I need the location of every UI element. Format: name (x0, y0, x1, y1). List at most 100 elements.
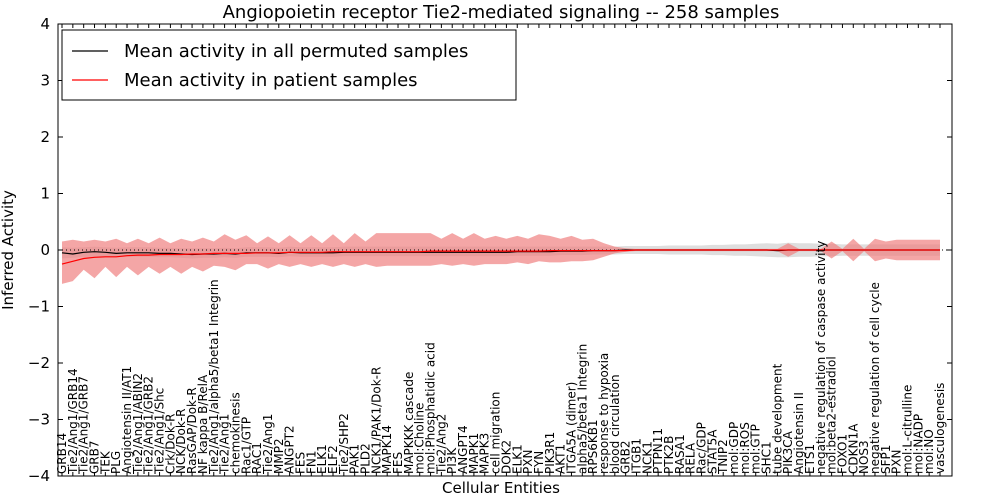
x-tick-label: blood circulation (608, 374, 622, 474)
x-tick-label: mol:beta2-estradiol (825, 356, 839, 474)
x-tick-label: PXN (521, 450, 535, 474)
x-tick-label: Tie2/Ang1/GRB7 (77, 376, 91, 475)
x-tick-label: mol:GDP (727, 422, 741, 474)
x-tick-label: PIK3CA (781, 430, 795, 474)
x-tick-label: MMP2 (272, 438, 286, 474)
x-tick-label: Tie2/SHP2 (337, 413, 351, 475)
x-tick-label: PTK2B (662, 436, 676, 474)
x-tick-label: NCK1 (640, 441, 654, 474)
x-tick-label: CDKN1A (846, 423, 860, 474)
x-tick-label: Tie2/Ang1 (218, 414, 232, 475)
chart-title: Angiopoietin receptor Tie2-mediated sign… (223, 2, 780, 23)
x-tick-label: NCK/Dok-R (174, 409, 188, 474)
x-tick-label: cell migration (489, 392, 503, 474)
x-tick-label: Angiotensin II/AT1 (120, 366, 134, 474)
x-tick-label: TEK (98, 450, 112, 475)
x-tick-label: NCK1/PAK1/Dok-R (369, 367, 383, 474)
x-tick-label: NF kappa B/RelA (196, 374, 210, 474)
y-tick-label: −2 (28, 354, 50, 372)
x-tick-label: mol:Phosphatidic acid (424, 342, 438, 474)
x-tick-label: PI3K (445, 447, 459, 474)
x-tick-label: MAPK3 (478, 433, 492, 474)
x-tick-label: negative regulation of cell cycle (868, 282, 882, 474)
x-tick-label: mol:L-citrulline (901, 385, 915, 474)
legend-label-patient: Mean activity in patient samples (124, 70, 418, 91)
x-tick-label: Rac/GDP (695, 422, 709, 474)
x-tick-label: mol:NADP (911, 414, 925, 474)
legend: Mean activity in all permuted samples Me… (61, 29, 517, 101)
x-tick-label: ELK1 (510, 444, 524, 474)
x-tick-label: Angiotensin II (792, 392, 806, 474)
x-tick-label: Tie2/Ang1/alpha5/beta1 Integrin (207, 279, 221, 475)
x-tick-label: FN1 (304, 450, 318, 474)
x-tick-label: vasculogenesis (933, 383, 947, 474)
x-tick-label: PLG (109, 451, 123, 474)
x-tick-label: GRB14 (55, 433, 69, 474)
y-tick-label: −4 (28, 467, 50, 485)
x-tick-label: DOK2 (499, 440, 513, 474)
series-line-patient (61, 249, 940, 265)
x-tick-label: Tie2/Ang1/Shc (153, 388, 167, 475)
x-tick-label: TNIP2 (716, 439, 730, 475)
band-patient-spread (62, 233, 940, 284)
x-tick-label: ELK1 (315, 444, 329, 474)
y-tick-label: 1 (40, 185, 50, 203)
x-tick-label: negative regulation of caspase activity (814, 241, 828, 474)
x-tick-label: Tie2/Ang1/GRB2 (142, 376, 156, 475)
x-tick-label: FOXO1 (835, 434, 849, 474)
x-tick-label: MAPK14 (380, 425, 394, 474)
y-axis-label: Inferred Activity (0, 190, 17, 310)
y-tick-label: 2 (40, 128, 50, 146)
x-tick-label: RPS6KB1 (586, 419, 600, 474)
x-tick-label: ANGPT4 (456, 425, 470, 474)
x-tick-label: MAPKKK cascade (402, 372, 416, 474)
x-tick-label: ITGA5A (dimer) (565, 382, 579, 474)
x-tick-label: Tie2/Ang1/ABIN2 (131, 373, 145, 475)
x-tick-label: mol:NO (922, 429, 936, 474)
x-tick-label: tube development (770, 363, 784, 474)
x-tick-label: response to hypoxia (597, 353, 611, 474)
x-tick-label: PIK3R1 (543, 432, 557, 474)
x-tick-label: PLD2 (359, 443, 373, 474)
x-tick-label: RAC1 (250, 442, 264, 474)
x-tick-label: RASA1 (673, 434, 687, 474)
x-tick-label: Crk/Dok-R (163, 413, 177, 474)
x-tick-label: STAT5A (705, 429, 719, 474)
x-tick-label: FYN (532, 451, 546, 474)
x-tick-label: RasGAP/Dok-R (185, 387, 199, 474)
x-tick-label: mol:GTP (749, 424, 763, 474)
x-tick-label: GRB2 (619, 440, 633, 474)
x-tick-label: Tie2/Ang1/GRB14 (66, 368, 80, 475)
legend-box (61, 29, 517, 101)
x-tick-label: PAK1 (348, 444, 362, 474)
x-tick-label: alpha5/beta1 Integrin (575, 344, 589, 474)
x-tick-label: ETS1 (803, 444, 817, 474)
x-tick-label: PXN (890, 450, 904, 474)
x-tick-label: ANGPT2 (283, 425, 297, 474)
y-tick-label: −3 (28, 411, 50, 429)
x-tick-label: PTPN11 (651, 428, 665, 474)
x-tick-label: ELF2 (326, 445, 340, 474)
y-tick-label: 0 (40, 241, 50, 259)
legend-label-permuted: Mean activity in all permuted samples (124, 41, 468, 62)
x-tick-label: FES (391, 452, 405, 474)
x-tick-label: SFP1 (879, 445, 893, 474)
y-tick-label: 3 (40, 72, 50, 90)
x-tick-label: NOS3 (857, 440, 871, 474)
x-tick-label: FES (294, 452, 308, 474)
x-tick-label: Tie2/Ang2 (434, 414, 448, 475)
y-tick-label: 4 (40, 15, 50, 33)
x-tick-label: mol:Choline (413, 403, 427, 474)
x-tick-label: Rac1/GTP (239, 417, 253, 474)
x-axis-label: Cellular Entities (442, 479, 560, 497)
x-tick-label: MAPK1 (467, 433, 481, 474)
x-tick-label: GRB7 (88, 440, 102, 474)
x-tick-label: Tie2/Ang1 (261, 414, 275, 475)
x-tick-label: chemokinesis (228, 392, 242, 474)
y-tick-label: −1 (28, 298, 50, 316)
x-tick-label: AKT1 (554, 444, 568, 474)
x-tick-label: ITGB1 (630, 438, 644, 474)
x-tick-label: SHC1 (760, 441, 774, 474)
x-tick-label: RELA (684, 442, 698, 474)
